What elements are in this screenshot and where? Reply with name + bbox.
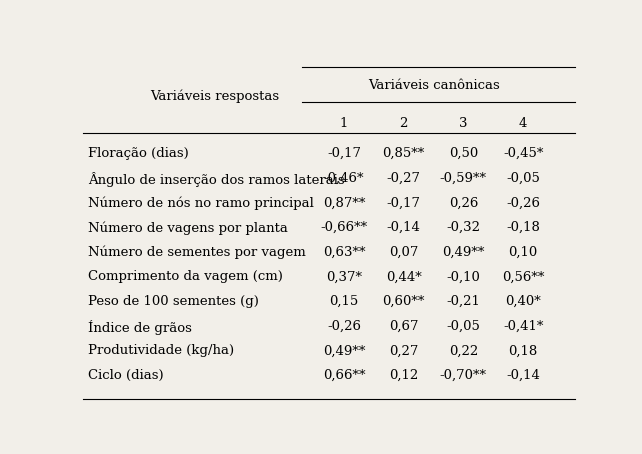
Text: -0,66**: -0,66** [320,221,367,234]
Text: 0,18: 0,18 [508,344,538,357]
Text: -0,10: -0,10 [446,270,480,283]
Text: Número de sementes por vagem: Número de sementes por vagem [88,246,306,259]
Text: Ângulo de inserção dos ramos laterais: Ângulo de inserção dos ramos laterais [88,172,344,187]
Text: 0,37*: 0,37* [326,270,362,283]
Text: 0,60**: 0,60** [383,295,425,308]
Text: -0,17: -0,17 [327,147,361,160]
Text: -0,45*: -0,45* [503,147,543,160]
Text: -0,17: -0,17 [386,197,421,209]
Text: -0,27: -0,27 [386,172,421,185]
Text: Número de vagens por planta: Número de vagens por planta [88,221,288,235]
Text: -0,59**: -0,59** [440,172,487,185]
Text: 2: 2 [399,118,408,130]
Text: Índice de grãos: Índice de grãos [88,320,191,335]
Text: 0,66**: 0,66** [323,369,365,382]
Text: 0,49**: 0,49** [323,344,365,357]
Text: 1: 1 [340,118,348,130]
Text: -0,14: -0,14 [386,221,421,234]
Text: Número de nós no ramo principal: Número de nós no ramo principal [88,197,313,210]
Text: -0,21: -0,21 [446,295,480,308]
Text: 0,07: 0,07 [389,246,419,259]
Text: -0,46*: -0,46* [324,172,364,185]
Text: -0,26: -0,26 [506,197,540,209]
Text: 0,15: 0,15 [329,295,359,308]
Text: Produtividade (kg/ha): Produtividade (kg/ha) [88,344,234,357]
Text: 0,40*: 0,40* [505,295,541,308]
Text: 0,85**: 0,85** [383,147,425,160]
Text: -0,05: -0,05 [506,172,540,185]
Text: 0,67: 0,67 [389,320,419,333]
Text: Comprimento da vagem (cm): Comprimento da vagem (cm) [88,270,282,283]
Text: 0,12: 0,12 [389,369,419,382]
Text: 0,44*: 0,44* [386,270,422,283]
Text: -0,41*: -0,41* [503,320,543,333]
Text: -0,05: -0,05 [446,320,480,333]
Text: 0,27: 0,27 [389,344,419,357]
Text: 0,26: 0,26 [449,197,478,209]
Text: -0,32: -0,32 [446,221,480,234]
Text: -0,18: -0,18 [506,221,540,234]
Text: -0,14: -0,14 [506,369,540,382]
Text: -0,26: -0,26 [327,320,361,333]
Text: 0,10: 0,10 [508,246,538,259]
Text: -0,70**: -0,70** [440,369,487,382]
Text: 0,49**: 0,49** [442,246,485,259]
Text: 0,56**: 0,56** [502,270,544,283]
Text: Ciclo (dias): Ciclo (dias) [88,369,163,382]
Text: Floração (dias): Floração (dias) [88,147,189,160]
Text: Variáveis canônicas: Variáveis canônicas [368,79,499,92]
Text: 0,22: 0,22 [449,344,478,357]
Text: 0,50: 0,50 [449,147,478,160]
Text: 0,87**: 0,87** [323,197,365,209]
Text: Variáveis respostas: Variáveis respostas [150,90,279,103]
Text: 3: 3 [459,118,467,130]
Text: 0,63**: 0,63** [323,246,365,259]
Text: Peso de 100 sementes (g): Peso de 100 sementes (g) [88,295,259,308]
Text: 4: 4 [519,118,527,130]
